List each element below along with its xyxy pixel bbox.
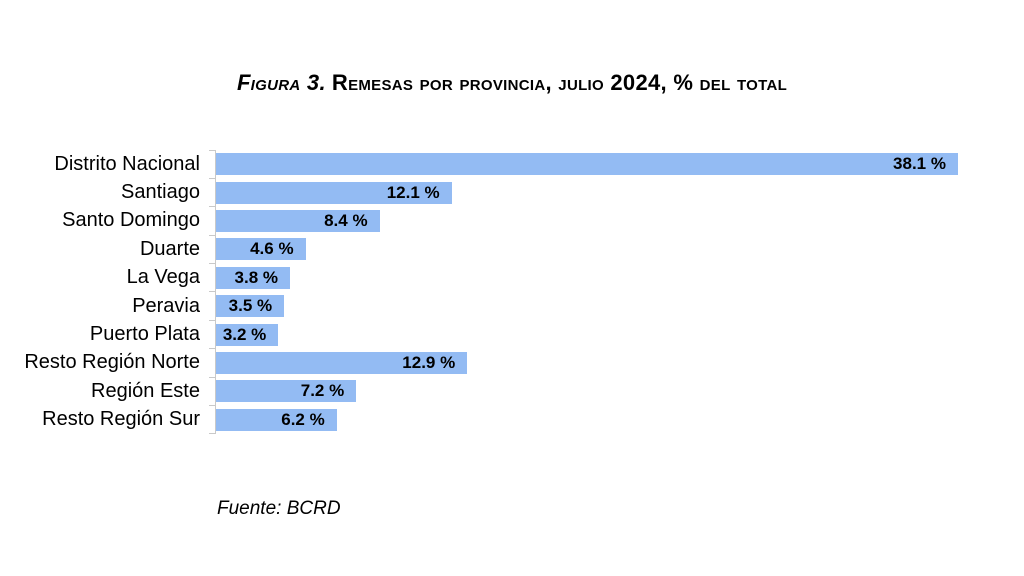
category-label: Puerto Plata (89, 323, 200, 346)
bar: 8.4 % (216, 209, 380, 232)
value-label: 3.8 % (234, 267, 278, 287)
category-label: Resto Región Norte (24, 351, 200, 374)
category-label: Resto Región Sur (42, 408, 200, 431)
chart-row: Santiago 12.1 % (0, 177, 995, 207)
bar: 12.9 % (216, 351, 468, 374)
chart-row: Peravia 3.5 % (0, 291, 995, 321)
chart-row: Santo Domingo 8.4 % (0, 206, 995, 236)
bar-track: 3.8 % (209, 263, 995, 292)
category-label: La Vega (126, 266, 200, 289)
bar-track: 7.2 % (209, 376, 995, 406)
value-label: 38.1 % (893, 154, 946, 174)
bar-track: 6.2 % (209, 405, 995, 434)
value-label: 3.5 % (228, 296, 273, 316)
category-label: Duarte (139, 237, 200, 260)
bar-track: 38.1 % (209, 149, 995, 179)
bar: 12.1 % (216, 181, 452, 204)
bar: 6.2 % (216, 408, 337, 431)
bar: 3.5 % (216, 295, 285, 318)
chart-plot-area: Distrito Nacional 38.1 % Santiago 12.1 %… (0, 149, 995, 434)
value-label: 4.6 % (250, 239, 294, 259)
category-label: Peravia (132, 294, 200, 317)
figure-title-text: Remesas por provincia, julio 2024, % del… (331, 70, 788, 95)
bar-track: 8.4 % (209, 206, 995, 236)
value-label: 6.2 % (281, 409, 325, 429)
value-label: 8.4 % (324, 210, 368, 230)
bar-track: 3.2 % (209, 319, 995, 349)
category-label: Santiago (121, 181, 200, 204)
chart-row: Duarte 4.6 % (0, 234, 995, 264)
chart-row: Región Este 7.2 % (0, 376, 995, 406)
chart-row: Puerto Plata 3.2 % (0, 319, 995, 349)
value-label: 12.9 % (402, 352, 456, 372)
chart-row: Distrito Nacional 38.1 % (0, 149, 995, 179)
category-label: Distrito Nacional (54, 152, 200, 175)
source-note: Fuente: BCRD (217, 497, 341, 519)
bar: 3.8 % (216, 266, 290, 289)
bar-track: 3.5 % (209, 291, 995, 321)
value-label: 7.2 % (300, 381, 345, 401)
value-label: 12.1 % (386, 182, 440, 202)
bar: 3.2 % (216, 323, 279, 346)
bar: 38.1 % (216, 153, 958, 176)
bar: 7.2 % (216, 380, 357, 403)
bar-track: 12.1 % (209, 177, 995, 207)
chart-row: La Vega 3.8 % (0, 263, 995, 292)
category-label: Región Este (91, 379, 200, 402)
chart-row: Resto Región Sur 6.2 % (0, 405, 995, 434)
value-label: 3.2 % (222, 324, 267, 344)
bar-track: 4.6 % (209, 234, 995, 264)
bar-track: 12.9 % (209, 348, 995, 378)
bar-chart: Distrito Nacional 38.1 % Santiago 12.1 %… (0, 149, 995, 434)
figure-title-prefix: Figura 3. (236, 70, 326, 95)
category-label: Santo Domingo (62, 209, 200, 232)
chart-row: Resto Región Norte 12.9 % (0, 348, 995, 378)
bar: 4.6 % (216, 238, 306, 261)
figure-title: Figura 3. Remesas por provincia, julio 20… (0, 0, 1024, 96)
